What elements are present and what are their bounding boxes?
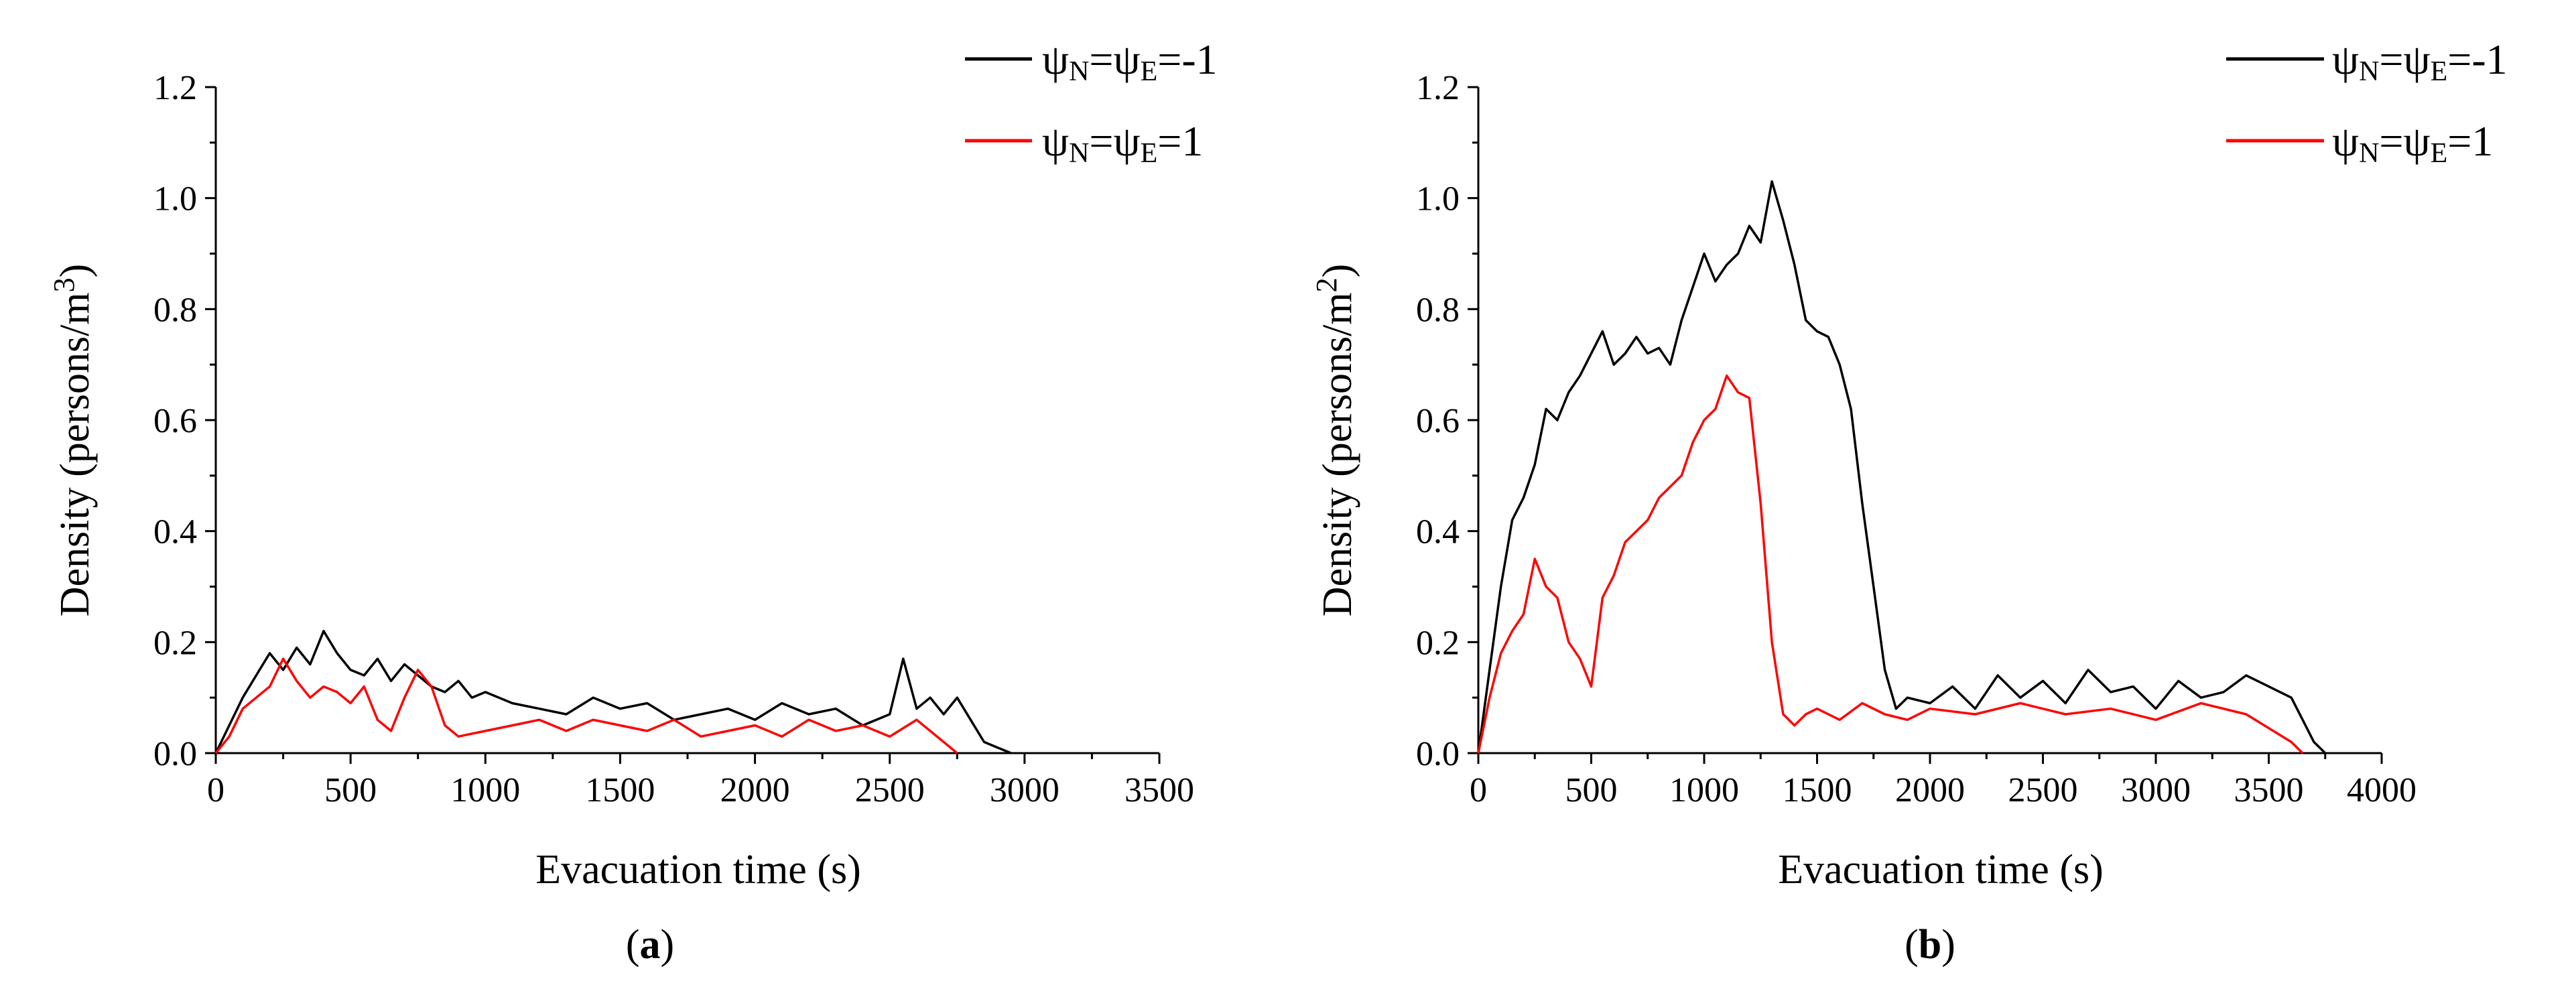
y-tick-label: 0.0 — [1416, 735, 1460, 773]
x-tick-label: 1500 — [1783, 771, 1852, 809]
series-line-black — [214, 630, 1012, 754]
legend-label: ψN=ψE=1 — [2332, 117, 2493, 169]
x-tick-label: 500 — [324, 771, 377, 809]
y-axis-title: Density (persons/m2) — [1310, 264, 1360, 617]
x-tick-label: 1000 — [450, 771, 520, 809]
panel-caption: (a) — [626, 922, 674, 968]
y-tick-label: 1.2 — [1416, 69, 1460, 107]
series-line-black — [1477, 180, 2327, 754]
y-tick-label: 0.4 — [153, 513, 197, 551]
y-axis-title: Density (persons/m3) — [48, 264, 98, 617]
panel-b: 0.0 0.2 0.4 0.6 0.8 1.0 1.2 0 500 1000 1500 2000 250… — [1310, 36, 2508, 968]
x-tick-label: 0 — [1470, 771, 1487, 809]
x-tick-label: 2500 — [855, 771, 925, 809]
legend-label: ψN=ψE=-1 — [1042, 36, 1218, 87]
x-tick-label: 3000 — [990, 771, 1059, 809]
y-tick-label: 1.0 — [153, 180, 197, 218]
x-tick-label: 3500 — [1124, 771, 1194, 809]
legend-label: ψN=ψE=1 — [1042, 117, 1203, 169]
series-line-red — [214, 657, 958, 754]
y-tick-label: 0.6 — [1416, 402, 1460, 440]
x-tick-label: 1000 — [1669, 771, 1739, 809]
x-tick-label: 2000 — [1895, 771, 1965, 809]
x-tick-label: 1500 — [585, 771, 655, 809]
series-line-red — [1477, 374, 2304, 754]
x-axis-title: Evacuation time (s) — [535, 847, 861, 892]
y-tick-label: 0.8 — [153, 291, 197, 329]
x-tick-label: 2000 — [720, 771, 790, 809]
x-tick-label: 500 — [1565, 771, 1618, 809]
panel-a: 0.0 0.2 0.4 0.6 0.8 1.0 1.2 0 500 1000 1500 2000 250… — [48, 36, 1218, 968]
panel-caption: (b) — [1905, 922, 1955, 968]
y-tick-label: 0.6 — [153, 402, 197, 440]
y-tick-label: 1.2 — [153, 69, 197, 107]
y-tick-label: 1.0 — [1416, 180, 1460, 218]
x-axis-title: Evacuation time (s) — [1778, 847, 2104, 892]
x-tick-label: 3500 — [2234, 771, 2304, 809]
legend-label: ψN=ψE=-1 — [2332, 36, 2508, 87]
y-tick-label: 0.4 — [1416, 513, 1460, 551]
y-tick-label: 0.0 — [153, 735, 197, 773]
y-tick-label: 0.2 — [1416, 624, 1460, 662]
y-tick-label: 0.8 — [1416, 291, 1460, 329]
x-tick-label: 3000 — [2121, 771, 2191, 809]
y-tick-label: 0.2 — [153, 624, 197, 662]
x-tick-label: 0 — [207, 771, 224, 809]
x-tick-label: 2500 — [2008, 771, 2078, 809]
x-tick-label: 4000 — [2347, 771, 2417, 809]
